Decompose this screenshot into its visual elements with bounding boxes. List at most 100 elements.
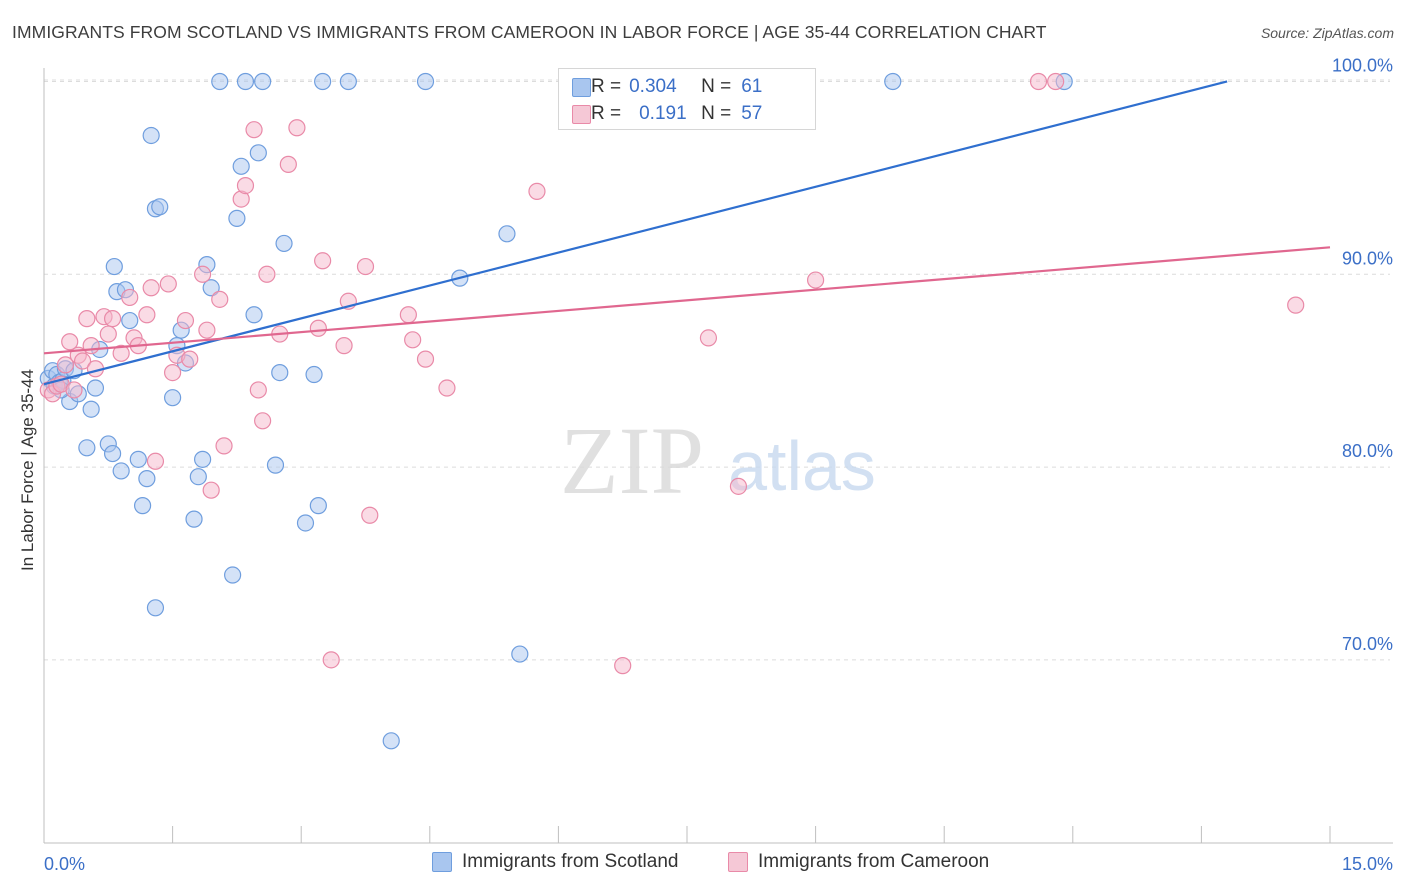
legend-row-cameroon: R = 0.191 N = 57 <box>572 102 762 126</box>
watermark-atlas: atlas <box>728 427 876 505</box>
point-cameroon <box>138 306 156 324</box>
point-cameroon <box>61 333 79 351</box>
point-cameroon <box>438 379 456 397</box>
point-cameroon <box>142 279 160 297</box>
point-scotland <box>142 126 160 145</box>
point-cameroon <box>416 350 435 368</box>
point-cameroon <box>249 381 267 399</box>
x-tick-label: 15.0% <box>1342 854 1393 874</box>
point-cameroon <box>314 252 332 270</box>
point-cameroon <box>73 352 92 370</box>
point-scotland <box>189 468 207 486</box>
point-scotland <box>224 566 242 584</box>
y-tick-label: 90.0% <box>1342 248 1393 268</box>
point-scotland <box>185 510 203 528</box>
point-scotland <box>82 400 100 418</box>
legend-r-label: R = <box>591 76 622 97</box>
point-cameroon <box>181 350 199 368</box>
point-scotland <box>511 645 529 663</box>
point-cameroon <box>194 265 212 283</box>
y-tick-label: 80.0% <box>1342 441 1393 461</box>
point-cameroon <box>309 319 327 337</box>
point-cameroon <box>729 477 748 495</box>
point-scotland <box>416 72 435 91</box>
source-credit: Source: ZipAtlas.com <box>1260 25 1394 41</box>
point-scotland <box>382 732 400 750</box>
y-tick-label: 70.0% <box>1342 634 1393 654</box>
point-scotland <box>78 439 96 457</box>
point-scotland <box>112 462 130 480</box>
point-scotland <box>249 144 267 162</box>
point-cameroon <box>56 356 75 374</box>
point-cameroon <box>99 325 117 343</box>
point-cameroon <box>806 271 825 289</box>
point-scotland <box>228 209 246 227</box>
point-scotland <box>164 389 182 407</box>
point-cameroon <box>215 437 233 455</box>
legend-n-value: 61 <box>741 76 763 97</box>
point-scotland <box>211 72 229 91</box>
point-scotland <box>232 157 250 175</box>
legend-swatch-cameroon <box>572 104 591 124</box>
point-cameroon <box>356 257 375 276</box>
point-cameroon <box>159 275 177 293</box>
point-cameroon <box>399 306 417 324</box>
point-scotland <box>275 234 293 253</box>
correlation-legend: R = 0.304 N = 61 R = 0.191 N = 57 <box>558 68 816 130</box>
point-scotland <box>138 470 156 488</box>
point-cameroon <box>245 121 263 139</box>
point-cameroon <box>258 265 276 283</box>
point-cameroon <box>164 364 182 382</box>
legend-swatch-scotland <box>572 77 591 97</box>
point-cameroon <box>65 381 83 399</box>
legend-r-value: 0.304 <box>629 76 677 97</box>
series-legend: Immigrants from Scotland Immigrants from… <box>0 851 1406 877</box>
axes <box>43 68 1393 844</box>
point-scotland <box>105 257 123 276</box>
point-cameroon <box>699 329 718 347</box>
point-scotland <box>194 450 212 468</box>
point-scotland <box>245 306 263 324</box>
point-cameroon <box>335 337 353 355</box>
tick-labels: 70.0% 80.0% 90.0% 100.0% 0.0% 15.0% <box>44 55 1393 874</box>
point-scotland <box>86 379 105 397</box>
watermark-zip: ZIP <box>560 407 704 514</box>
point-scotland <box>254 72 272 91</box>
y-tick-label: 100.0% <box>1332 55 1393 75</box>
point-cameroon <box>78 310 96 328</box>
point-scotland <box>884 72 902 91</box>
point-cameroon <box>1287 296 1305 314</box>
point-cameroon <box>146 452 165 470</box>
point-scotland <box>498 225 516 243</box>
point-cameroon <box>528 182 546 200</box>
series-swatch-cameroon <box>728 852 748 872</box>
point-cameroon <box>211 290 229 308</box>
point-cameroon <box>404 331 422 349</box>
point-scotland <box>236 72 255 91</box>
watermark: ZIP atlas <box>560 407 876 514</box>
point-scotland <box>314 72 332 91</box>
series-label-scotland: Immigrants from Scotland <box>462 851 679 872</box>
point-cameroon <box>176 311 195 330</box>
point-cameroon <box>202 481 220 499</box>
point-cameroon <box>1029 72 1048 91</box>
point-scotland <box>133 497 152 515</box>
point-cameroon <box>121 288 139 307</box>
series-swatch-scotland <box>432 852 452 872</box>
point-cameroon <box>279 155 297 173</box>
point-scotland <box>121 311 139 330</box>
trend-line-scotland <box>43 80 1228 386</box>
point-cameroon <box>82 337 100 355</box>
point-scotland <box>309 497 327 515</box>
point-cameroon <box>103 310 122 328</box>
trend-line-cameroon <box>43 246 1331 355</box>
y-axis-label: In Labor Force | Age 35-44 <box>18 369 37 571</box>
point-cameroon <box>288 119 306 137</box>
point-cameroon <box>361 506 379 524</box>
legend-n-label: N = <box>701 103 732 124</box>
point-scotland <box>266 456 285 474</box>
point-cameroon <box>1047 72 1065 91</box>
point-scotland <box>202 279 220 297</box>
point-scotland <box>146 599 165 617</box>
